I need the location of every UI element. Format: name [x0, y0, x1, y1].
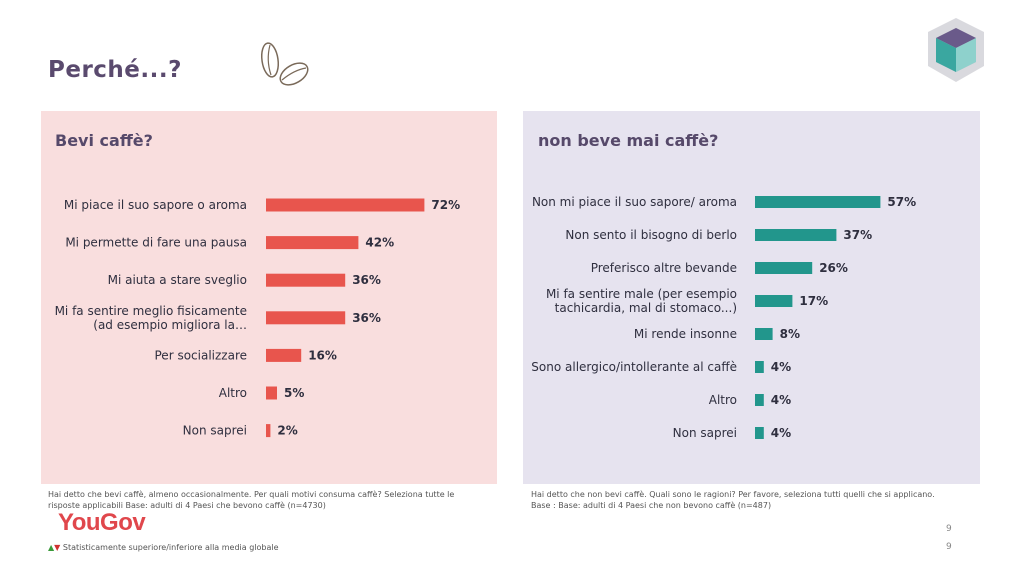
page-number-secondary: 9: [946, 542, 952, 552]
footnote-left-line-1: Hai detto che bevi caffè, almeno occasio…: [48, 490, 455, 499]
value-label: 16%: [308, 348, 337, 362]
chart-right: Non mi piace il suo sapore/ aroma 57% Non …: [531, 195, 916, 440]
category-label: Mi rende insonne: [634, 327, 737, 341]
category-label: Mi piace il suo sapore o aroma: [64, 198, 247, 212]
value-label: 72%: [431, 198, 460, 212]
bar: [755, 196, 881, 208]
chart-left: Mi piace il suo sapore o aroma 72% Mi perm…: [55, 198, 461, 438]
bar: [755, 295, 793, 307]
panel-never-drinks-coffee: non beve mai caffè? Non mi piace il suo …: [523, 111, 980, 484]
yougov-logo: YouGov: [58, 509, 146, 536]
bar: [266, 273, 346, 287]
legend-text: Statisticamente superiore/inferiore alla…: [62, 543, 279, 552]
page-title: Perché...?: [48, 57, 182, 83]
value-label: 42%: [365, 236, 394, 250]
value-label: 5%: [284, 386, 304, 400]
category-label: Non mi piace il suo sapore/ aroma: [532, 195, 737, 209]
footnote-left-line-2: risposte applicabili Base: adulti di 4 P…: [48, 501, 326, 510]
value-label: 36%: [352, 311, 381, 325]
significance-legend: ▲▼ Statisticamente superiore/inferiore a…: [48, 543, 279, 552]
category-label: Altro: [219, 386, 247, 400]
category-label: Non saprei: [183, 424, 247, 438]
category-label: Mi fa sentire male (per esempio tachicard…: [546, 287, 737, 315]
category-label: Per socializzare: [155, 348, 248, 362]
cube-logo-icon: [928, 18, 984, 82]
bar: [755, 229, 837, 241]
category-label: Altro: [709, 393, 737, 407]
value-label: 37%: [843, 228, 872, 242]
down-triangle-icon: ▼: [54, 543, 61, 552]
bar: [755, 427, 764, 439]
value-label: 17%: [799, 294, 828, 308]
bar: [755, 361, 764, 373]
bar: [755, 394, 764, 406]
bar: [755, 328, 773, 340]
value-label: 2%: [277, 424, 297, 438]
chart-title-left: Bevi caffè?: [55, 131, 153, 150]
footnote-right-line-2: Base : Base: adulti di 4 Paesi che non b…: [531, 501, 772, 510]
bar: [266, 348, 302, 362]
bar: [266, 386, 277, 400]
bar: [755, 262, 813, 274]
footnote-right-line-1: Hai detto che non bevi caffè. Quali sono…: [531, 490, 935, 499]
value-label: 4%: [771, 426, 791, 440]
bar: [266, 236, 359, 250]
category-label: Mi permette di fare una pausa: [65, 236, 247, 250]
chart-title-right: non beve mai caffè?: [538, 131, 719, 150]
value-label: 8%: [780, 327, 800, 341]
category-label: Mi fa sentire meglio fisicamente (ad esem…: [55, 304, 247, 332]
bar: [266, 424, 271, 438]
bar: [266, 198, 425, 212]
footnote-left: Hai detto che bevi caffè, almeno occasio…: [48, 489, 468, 511]
category-label: Non saprei: [673, 426, 737, 440]
coffee-beans-icon: [260, 42, 309, 86]
category-label: Non sento il bisogno di berlo: [565, 228, 737, 242]
value-label: 4%: [771, 393, 791, 407]
panel-drinks-coffee: Bevi caffè? Mi piace il suo sapore o aro…: [41, 111, 497, 484]
up-triangle-icon: ▲: [48, 543, 55, 552]
category-label: Sono allergico/intollerante al caffè: [531, 360, 737, 374]
page-number: 9: [946, 524, 952, 534]
bar: [266, 311, 346, 325]
footnote-right: Hai detto che non bevi caffè. Quali sono…: [531, 489, 971, 511]
value-label: 36%: [352, 273, 381, 287]
value-label: 26%: [819, 261, 848, 275]
value-label: 57%: [887, 195, 916, 209]
value-label: 4%: [771, 360, 791, 374]
category-label: Preferisco altre bevande: [591, 261, 737, 275]
category-label: Mi aiuta a stare sveglio: [108, 273, 247, 287]
